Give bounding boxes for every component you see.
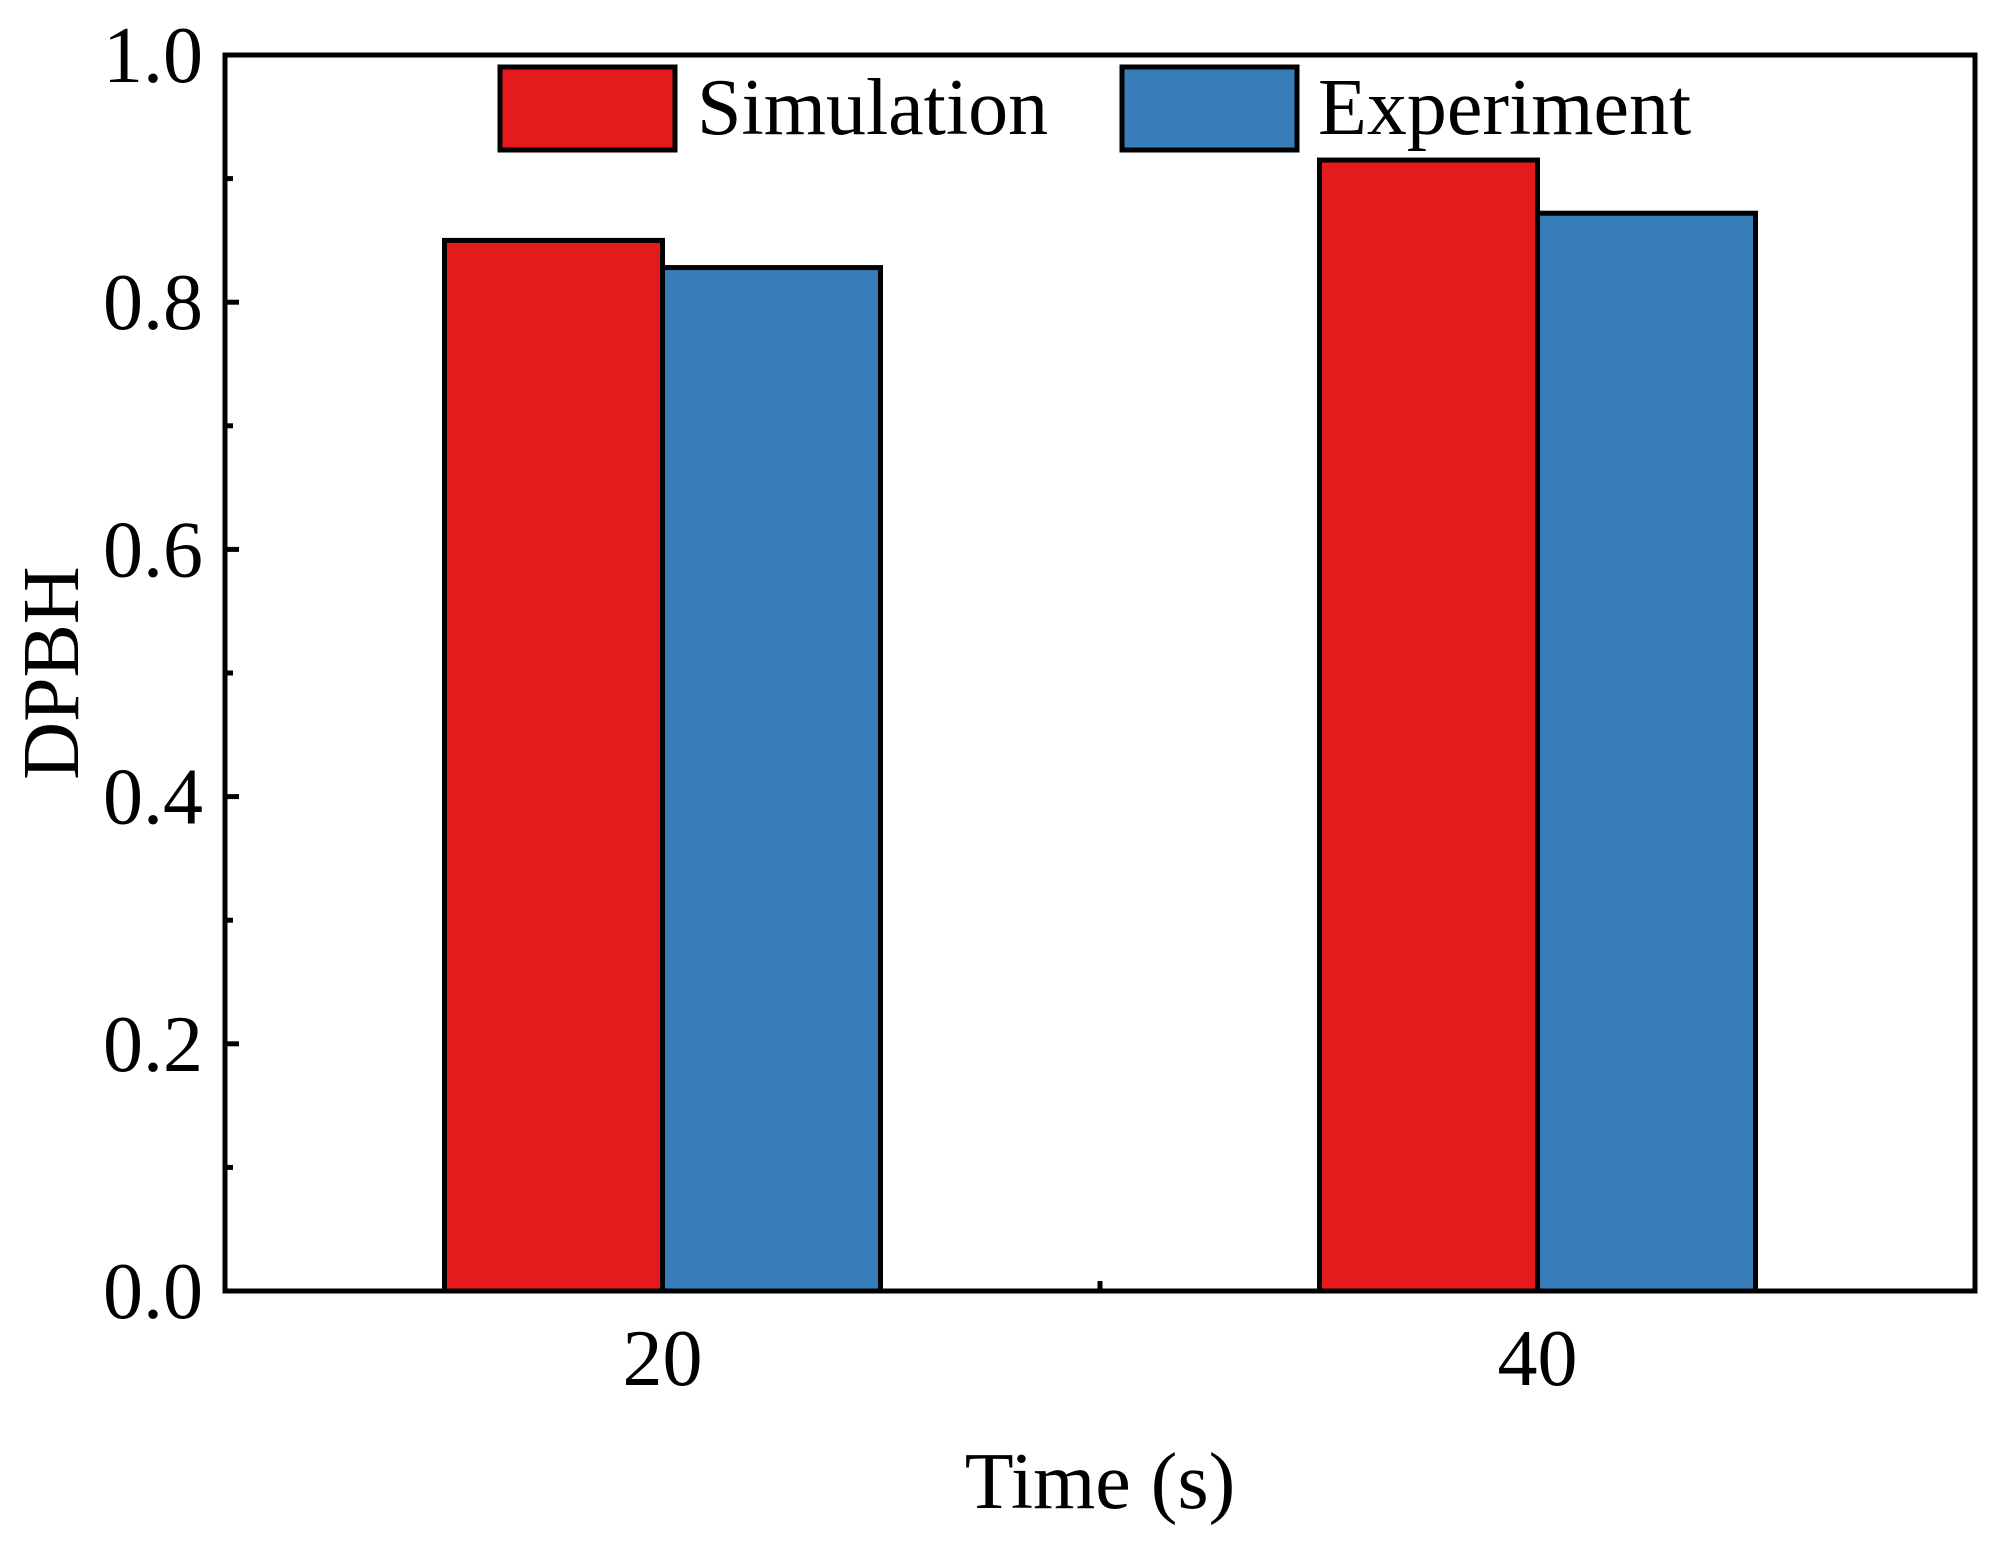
legend-label-experiment: Experiment: [1318, 64, 1691, 152]
y-tick-label: 0.2: [103, 1001, 203, 1089]
x-axis: 20 40: [623, 1281, 1578, 1403]
y-axis: 0.0 0.2 0.4 0.6 0.8 1.0: [103, 12, 239, 1336]
x-axis-title: Time (s): [965, 1438, 1235, 1526]
y-tick-label: 0.8: [103, 259, 203, 347]
bar-simulation-20: [442, 237, 665, 1294]
legend-swatch-simulation: [497, 64, 678, 153]
bars-group: [442, 157, 1758, 1294]
y-tick-label: 0.0: [103, 1248, 203, 1336]
x-tick-label: 20: [623, 1315, 703, 1403]
bar-experiment-20: [660, 265, 883, 1294]
legend-swatch-experiment: [1119, 64, 1300, 153]
y-tick-label: 0.6: [103, 506, 203, 594]
legend: Simulation Experiment: [497, 64, 1691, 153]
legend-label-simulation: Simulation: [697, 64, 1048, 152]
y-axis-title: DPBH: [8, 566, 96, 779]
y-tick-label: 0.4: [103, 754, 203, 842]
bar-experiment-40: [1535, 210, 1758, 1294]
y-tick-label: 1.0: [103, 12, 203, 100]
x-tick-label: 40: [1498, 1315, 1578, 1403]
bar-simulation-40: [1317, 157, 1540, 1294]
